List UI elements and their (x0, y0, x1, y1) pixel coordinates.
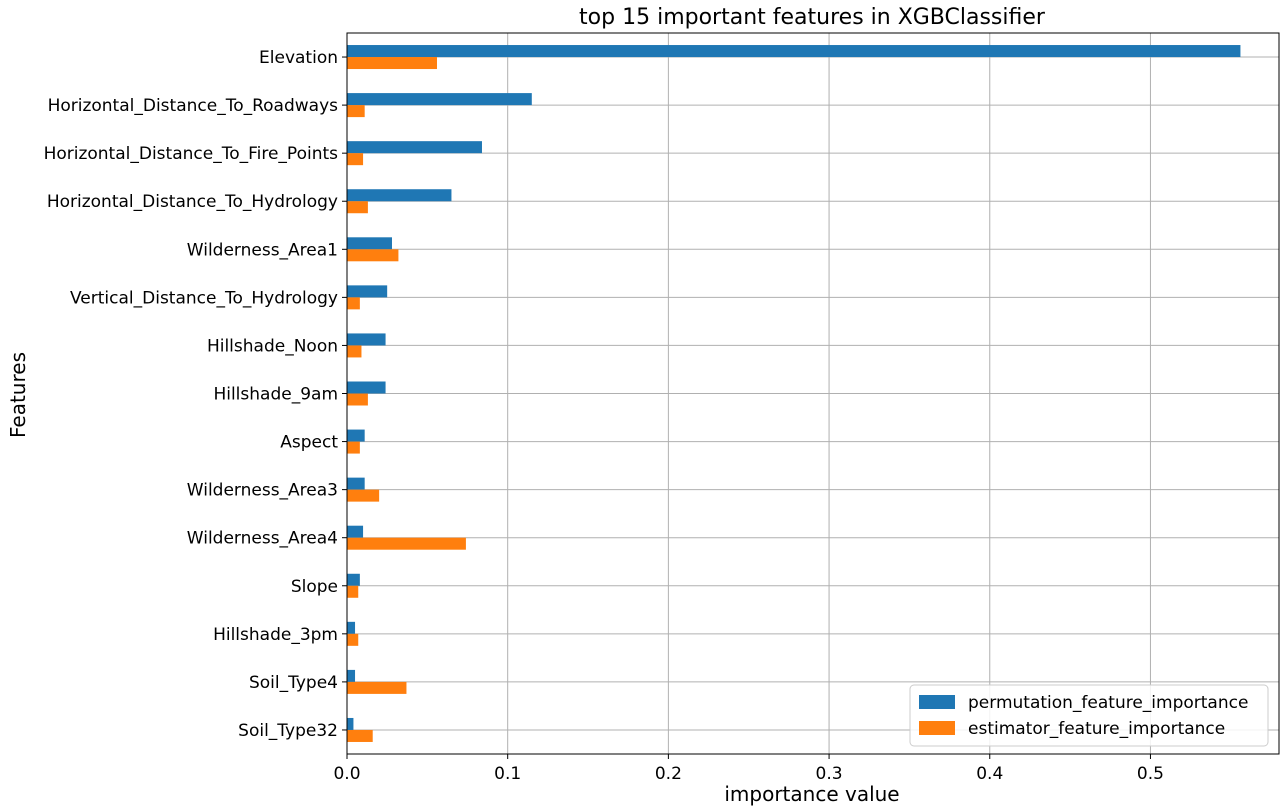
chart-title: top 15 important features in XGBClassifi… (579, 5, 1046, 30)
bar-permutation-Horizontal_Distance_To_Hydrology (347, 189, 452, 202)
x-tick-label: 0.2 (655, 764, 682, 784)
bar-permutation-Hillshade_3pm (347, 621, 356, 634)
bar-permutation-Hillshade_9am (347, 381, 386, 394)
legend: permutation_feature_importance estimator_… (909, 684, 1269, 747)
legend-label: estimator_feature_importance (968, 719, 1225, 739)
bar-estimator-Horizontal_Distance_To_Hydrology (347, 201, 368, 214)
y-tick-label: Hillshade_3pm (213, 625, 338, 645)
y-tick-label: Wilderness_Area4 (187, 529, 338, 549)
bar-estimator-Aspect (347, 441, 360, 454)
x-tick-label: 0.1 (494, 764, 521, 784)
bar-estimator-Wilderness_Area4 (347, 537, 466, 550)
bar-estimator-Soil_Type4 (347, 681, 407, 694)
y-tick-label: Horizontal_Distance_To_Fire_Points (44, 144, 339, 164)
bar-estimator-Wilderness_Area1 (347, 249, 399, 262)
y-tick-label: Horizontal_Distance_To_Hydrology (47, 192, 338, 212)
bar-permutation-Elevation (347, 45, 1241, 58)
y-tick-label: Aspect (280, 433, 338, 453)
bar-permutation-Vertical_Distance_To_Hydrology (347, 285, 388, 298)
bar-estimator-Horizontal_Distance_To_Fire_Points (347, 153, 364, 166)
bar-estimator-Hillshade_9am (347, 393, 368, 406)
bar-permutation-Aspect (347, 429, 365, 442)
bar-estimator-Horizontal_Distance_To_Roadways (347, 105, 365, 118)
y-axis-label: Features (6, 352, 30, 438)
bar-permutation-Slope (347, 573, 360, 586)
axes: 0.0 0.1 0.2 0.3 0.4 0.5 Elevation Horizontal_Di… (44, 48, 1164, 784)
x-tick-label: 0.3 (816, 764, 843, 784)
x-tick-label: 0.4 (976, 764, 1003, 784)
bar-permutation-Soil_Type32 (347, 717, 354, 730)
y-tick-label: Slope (291, 577, 338, 597)
bar-estimator-Hillshade_3pm (347, 633, 359, 646)
y-tick-label: Hillshade_Noon (207, 336, 338, 356)
legend-label: permutation_feature_importance (968, 693, 1248, 713)
y-tick-label: Vertical_Distance_To_Hydrology (70, 288, 338, 308)
bar-permutation-Soil_Type4 (347, 669, 356, 682)
grid-lines (346, 33, 1279, 754)
y-tick-label: Soil_Type32 (238, 721, 338, 741)
bar-estimator-Wilderness_Area3 (347, 489, 380, 502)
bar-estimator-Elevation (347, 57, 437, 70)
bars (347, 45, 1241, 742)
legend-swatch (919, 695, 955, 709)
y-tick-label: Wilderness_Area3 (187, 481, 338, 501)
y-tick-label: Hillshade_9am (213, 385, 338, 405)
y-tick-label: Horizontal_Distance_To_Roadways (48, 96, 339, 116)
bar-permutation-Wilderness_Area3 (347, 477, 365, 490)
bar-estimator-Hillshade_Noon (347, 345, 362, 358)
bar-permutation-Hillshade_Noon (347, 333, 386, 346)
bar-permutation-Wilderness_Area4 (347, 525, 364, 538)
bar-estimator-Slope (347, 585, 359, 598)
legend-swatch (919, 721, 955, 735)
x-tick-label: 0.0 (333, 764, 360, 784)
bar-estimator-Vertical_Distance_To_Hydrology (347, 297, 360, 310)
bar-estimator-Soil_Type32 (347, 729, 373, 742)
x-axis-label: importance value (724, 782, 899, 806)
y-tick-label: Elevation (259, 48, 338, 68)
bar-permutation-Wilderness_Area1 (347, 237, 392, 250)
x-tick-label: 0.5 (1137, 764, 1164, 784)
y-tick-label: Soil_Type4 (249, 673, 338, 693)
bar-permutation-Horizontal_Distance_To_Fire_Points (347, 141, 482, 154)
bar-permutation-Horizontal_Distance_To_Roadways (347, 93, 532, 106)
y-tick-label: Wilderness_Area1 (187, 240, 338, 260)
legend-box (909, 684, 1269, 747)
